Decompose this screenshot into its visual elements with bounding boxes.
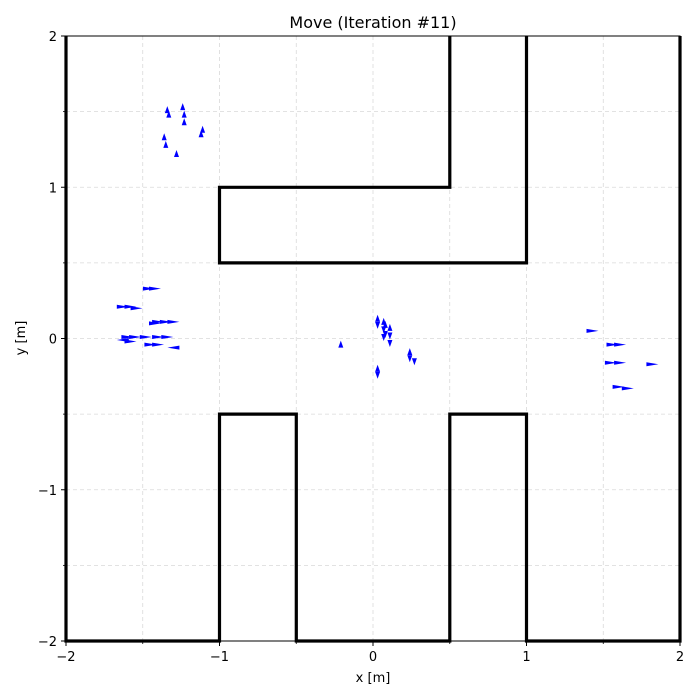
particle-arrow <box>167 345 180 350</box>
x-tick-label: 2 <box>676 650 684 665</box>
particle-arrow <box>166 110 172 118</box>
particle-arrow <box>646 362 659 367</box>
chart-title: Move (Iteration #11) <box>289 13 456 32</box>
particle-arrow <box>149 321 161 326</box>
particle-arrow <box>375 321 381 329</box>
particle-arrow <box>621 386 634 391</box>
particle-arrow <box>338 340 344 348</box>
particle-arrow <box>130 306 143 311</box>
x-tick-label: 0 <box>369 650 377 665</box>
particle-arrow <box>181 110 187 118</box>
y-tick-label: 2 <box>49 30 57 45</box>
particle-arrow <box>198 130 204 138</box>
particle-arrow <box>161 335 174 339</box>
particle-arrow <box>129 335 142 339</box>
x-axis-label: x [m] <box>356 671 391 686</box>
particle-arrow <box>407 355 413 363</box>
particle-arrow <box>139 335 152 339</box>
particles <box>116 103 659 391</box>
particle-arrow <box>586 328 599 333</box>
particle-arrow <box>614 342 627 347</box>
particle-arrow <box>381 326 387 334</box>
particle-arrow <box>382 320 388 328</box>
x-tick-label: −2 <box>56 650 75 665</box>
particle-arrow <box>152 342 165 347</box>
y-tick-label: −1 <box>38 484 57 499</box>
particle-arrow <box>375 314 381 322</box>
y-tick-label: 0 <box>49 333 57 348</box>
particle-arrow <box>161 133 167 141</box>
particle-arrow <box>375 364 381 372</box>
particle-arrow <box>149 286 161 291</box>
particle-arrow <box>387 340 393 347</box>
wall-segment-1 <box>217 36 529 265</box>
particle-arrow <box>116 304 129 309</box>
particle-arrow <box>124 339 137 344</box>
particle-arrow <box>387 332 393 340</box>
particle-arrow <box>375 371 381 379</box>
x-tick-label: −1 <box>210 650 229 665</box>
particle-arrow <box>411 358 417 366</box>
particle-arrow <box>604 360 617 365</box>
particle-arrow <box>382 331 388 338</box>
particle-arrow <box>612 384 625 389</box>
x-tick-label: 1 <box>522 650 530 665</box>
particle-arrow <box>174 150 179 157</box>
particle-arrow <box>407 348 413 356</box>
particle-arrow <box>614 360 627 365</box>
particle-arrow <box>181 118 187 126</box>
particle-arrow <box>387 323 393 331</box>
particle-arrow <box>142 286 155 291</box>
y-axis-label: y [m] <box>14 321 29 356</box>
y-tick-label: 1 <box>49 181 57 196</box>
particle-arrow <box>144 342 157 347</box>
particle-arrow <box>121 335 134 339</box>
particle-arrow <box>159 319 172 324</box>
particle-arrow <box>167 319 180 324</box>
particle-arrow <box>606 342 619 347</box>
axis-ticks: −2 −1 0 1 2 −2 −1 0 1 2 <box>38 30 684 665</box>
y-tick-label: −2 <box>38 635 57 650</box>
particle-arrow <box>152 335 165 339</box>
particle-arrow <box>124 304 137 309</box>
particle-arrow <box>163 140 169 148</box>
particle-arrow <box>180 103 186 111</box>
